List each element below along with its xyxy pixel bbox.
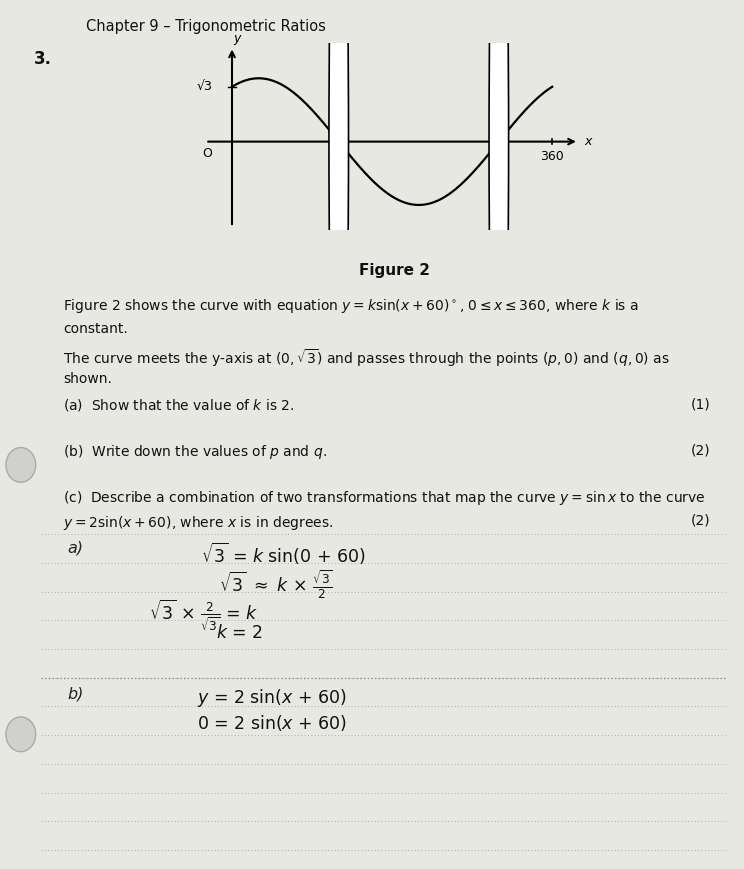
Text: $y = 2\sin(x + 60)$, where $x$ is in degrees.: $y = 2\sin(x + 60)$, where $x$ is in deg… <box>63 514 333 532</box>
Text: y: y <box>234 32 241 45</box>
Text: 0 = 2 sin($x$ + 60): 0 = 2 sin($x$ + 60) <box>197 713 347 733</box>
Text: (2): (2) <box>691 443 711 457</box>
Text: constant.: constant. <box>63 322 128 335</box>
Text: q: q <box>495 152 503 165</box>
Text: The curve meets the y-axis at $(0, \sqrt{3})$ and passes through the points $(p,: The curve meets the y-axis at $(0, \sqrt… <box>63 348 670 369</box>
Text: $y$ = 2 sin($x$ + 60): $y$ = 2 sin($x$ + 60) <box>197 687 347 708</box>
Text: (1): (1) <box>690 397 711 411</box>
Circle shape <box>6 717 36 752</box>
Circle shape <box>489 0 509 490</box>
Text: (a)  Show that the value of $k$ is 2.: (a) Show that the value of $k$ is 2. <box>63 397 295 413</box>
Text: $\sqrt{3}$ = $k$ sin(0 + 60): $\sqrt{3}$ = $k$ sin(0 + 60) <box>201 541 365 567</box>
Text: shown.: shown. <box>63 372 112 386</box>
Text: Chapter 9 – Trigonometric Ratios: Chapter 9 – Trigonometric Ratios <box>86 19 325 34</box>
Text: 3.: 3. <box>33 50 51 68</box>
Text: Figure 2: Figure 2 <box>359 263 430 278</box>
Text: $\sqrt{3}$ $\times$ $\frac{2}{\sqrt{3}}$ = $k$: $\sqrt{3}$ $\times$ $\frac{2}{\sqrt{3}}$… <box>149 597 258 633</box>
Circle shape <box>6 448 36 482</box>
Text: $\sqrt{3}$ $\approx$ $k$ $\times$ $\frac{\sqrt{3}}{2}$: $\sqrt{3}$ $\approx$ $k$ $\times$ $\frac… <box>219 568 333 600</box>
Circle shape <box>329 0 348 490</box>
Text: 360: 360 <box>540 149 564 163</box>
Text: a): a) <box>67 541 83 555</box>
Text: (c)  Describe a combination of two transformations that map the curve $y = \sin : (c) Describe a combination of two transf… <box>63 489 706 507</box>
Text: x: x <box>584 135 591 148</box>
Text: $k$ = 2: $k$ = 2 <box>216 624 263 642</box>
Text: p: p <box>335 152 342 165</box>
Text: (2): (2) <box>691 514 711 527</box>
Text: (b)  Write down the values of $p$ and $q$.: (b) Write down the values of $p$ and $q$… <box>63 443 327 461</box>
Text: √3: √3 <box>196 80 213 93</box>
Text: O: O <box>202 148 213 160</box>
Text: b): b) <box>67 687 83 701</box>
Text: Figure 2 shows the curve with equation $y = k\sin(x + 60)^\circ$, $0 \leq x \leq: Figure 2 shows the curve with equation $… <box>63 297 639 315</box>
